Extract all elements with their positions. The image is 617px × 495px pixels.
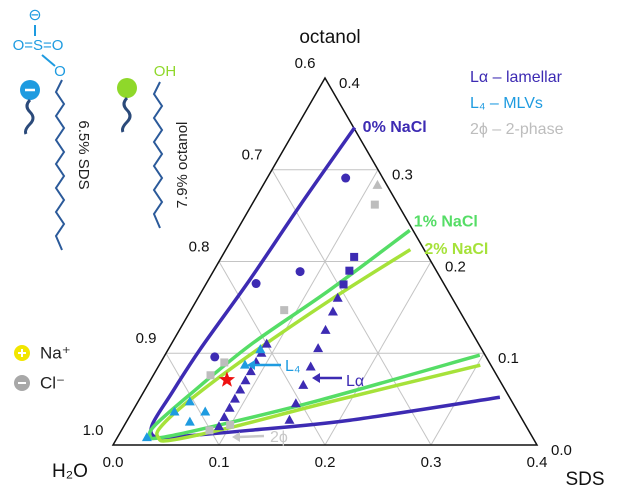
annotation: L₄ [285, 358, 300, 375]
triangle-frame [111, 76, 539, 446]
phase-boundary [155, 248, 481, 443]
point [224, 402, 235, 412]
left-axis-label: H₂O [52, 461, 88, 482]
point [226, 420, 235, 429]
grid-line [218, 261, 326, 446]
annotation-arrow [237, 434, 265, 439]
point [240, 375, 251, 385]
arrow-head [232, 432, 240, 442]
plus [18, 349, 26, 357]
legend-entry: Lα – lamellar [470, 69, 563, 86]
illustration: ⊖ O=S=O O 6.5% SDS OH 7.9% octanol Na⁺ C… [13, 7, 191, 392]
phase-boundary [149, 126, 501, 440]
grid-line [430, 352, 485, 446]
point [284, 414, 295, 424]
annotation: 2ϕ [270, 429, 288, 446]
water-tick-label: 0.9 [136, 330, 157, 347]
annotation: Lα [346, 373, 364, 390]
point [372, 179, 383, 189]
point [327, 306, 338, 316]
bond [41, 54, 56, 67]
point [313, 343, 324, 353]
point [239, 359, 250, 369]
water-tick-label: 1.0 [83, 422, 104, 439]
point [220, 358, 229, 367]
point [229, 393, 240, 403]
water-tick-label: 0.7 [242, 147, 263, 164]
water-tick-label: 0.6 [295, 55, 316, 72]
octanol-chain [152, 81, 164, 229]
octanol-tick-label: 0.0 [551, 442, 572, 459]
chloride: Cl⁻ [40, 373, 65, 392]
sulfate: O=S=O [13, 37, 64, 54]
hydroxyl: OH [154, 63, 177, 80]
octanol-tick-label: 0.3 [392, 167, 413, 184]
point [290, 398, 301, 408]
point [245, 366, 256, 376]
point [206, 371, 215, 380]
sds-tick-label: 0.4 [527, 454, 548, 471]
sulfate-oxygen: O [54, 63, 66, 80]
octanol-tail [121, 96, 132, 133]
legend-entry: L₄ – MLVs [470, 95, 543, 112]
legend-entry: 2ϕ – 2-phase [470, 121, 564, 138]
point [251, 279, 261, 289]
point [184, 396, 195, 406]
sds-tick-label: 0.1 [209, 454, 230, 471]
curve-label: 1% NaCl [414, 214, 478, 231]
arrow-head [312, 373, 320, 383]
curve-label: 0% NaCl [363, 119, 427, 136]
grid-line [271, 169, 432, 446]
sulfate-charge: ⊖ [28, 7, 41, 24]
sodium: Na⁺ [40, 343, 71, 362]
octanol-head [117, 78, 137, 98]
sds-label: 6.5% SDS [75, 120, 92, 189]
highlight-star [218, 371, 236, 387]
point [320, 324, 331, 334]
point [205, 426, 214, 435]
octanol-tick-label: 0.2 [445, 258, 466, 275]
point [141, 432, 152, 442]
point [280, 306, 289, 315]
point [339, 280, 348, 289]
octanol-tick-label: 0.1 [498, 350, 519, 367]
point [261, 338, 272, 348]
point [305, 361, 316, 371]
water-tick-label: 0.8 [189, 238, 210, 255]
point [214, 421, 224, 431]
point [184, 416, 195, 426]
point [169, 406, 180, 416]
point [219, 411, 230, 421]
top-axis-label: octanol [299, 27, 360, 48]
octanol-label: 7.9% octanol [174, 122, 191, 209]
sds-tick-label: 0.0 [103, 454, 124, 471]
point [200, 406, 211, 416]
point [295, 267, 305, 277]
point [255, 344, 266, 354]
point [210, 352, 220, 362]
right-axis-label: SDS [565, 469, 604, 490]
phase-boundary [147, 228, 481, 441]
sds-chain [54, 79, 66, 251]
arrow-head [247, 360, 255, 370]
sds-tick-label: 0.2 [315, 454, 336, 471]
point [298, 379, 309, 389]
sds-tail [24, 98, 35, 135]
point [235, 384, 246, 394]
grid-line [218, 169, 379, 446]
point [332, 292, 343, 302]
octanol-tick-label: 0.4 [339, 75, 360, 92]
point [341, 173, 351, 183]
sds-tick-label: 0.3 [421, 454, 442, 471]
point [370, 200, 379, 209]
point [345, 266, 354, 275]
point [350, 252, 359, 261]
curve-label: 2% NaCl [424, 241, 488, 258]
